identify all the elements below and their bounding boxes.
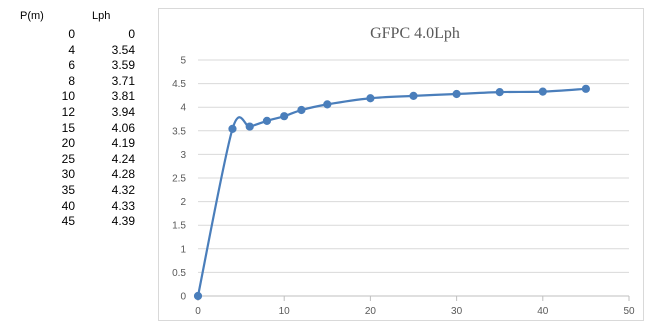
table-cell-pressure: 10	[61, 89, 75, 104]
data-table: P(m) Lph 0 0 4 3.54 6 3.59 8 3.71 10 3.81 12 3.94 15…	[0, 0, 150, 325]
header-pressure: P(m)	[20, 10, 44, 22]
x-tick-label: 20	[365, 306, 377, 317]
table-cell-pressure: 4	[68, 42, 75, 57]
header-flow: Lph	[92, 10, 111, 22]
table-cell-flow: 4.19	[111, 136, 135, 151]
table-cell-flow: 0	[128, 27, 135, 41]
x-tick-label: 40	[537, 306, 549, 317]
y-tick-label: 3	[180, 150, 186, 161]
table-cell-flow: 3.71	[111, 73, 135, 88]
table-cell-pressure: 15	[61, 120, 75, 135]
y-tick-label: 3.5	[172, 126, 186, 137]
x-tick-label: 0	[195, 306, 201, 317]
table-cell-pressure: 30	[61, 167, 75, 182]
y-tick-label: 0.5	[172, 268, 186, 279]
y-tick-label: 2	[180, 197, 186, 208]
chart-title: GFPC 4.0Lph	[370, 25, 460, 42]
table-cell-pressure: 45	[61, 214, 75, 229]
data-point	[581, 84, 591, 93]
table-cell-pressure: 20	[61, 136, 75, 151]
x-tick-label: 10	[279, 306, 291, 317]
table-cell-flow: 3.59	[111, 58, 135, 73]
table-cell-flow: 3.81	[111, 89, 135, 104]
table-cell-flow: 4.06	[111, 120, 135, 135]
table-cell-flow: 4.24	[111, 151, 135, 166]
data-point	[193, 291, 203, 301]
table-cell-flow: 4.32	[111, 183, 135, 197]
table-cell-flow: 3.94	[111, 105, 135, 119]
table-cell-flow: 4.33	[111, 198, 135, 213]
table-cell-pressure: 6	[68, 58, 75, 73]
table-cell-pressure: 8	[68, 73, 75, 88]
data-point	[538, 87, 547, 96]
data-point	[323, 100, 332, 109]
table-cell-pressure: 12	[61, 105, 75, 119]
table-cell-pressure: 40	[61, 198, 75, 213]
x-tick-label: 30	[451, 306, 463, 317]
series-line	[196, 87, 586, 297]
y-tick-label: 4.5	[172, 79, 186, 90]
y-tick-label: 0	[180, 292, 186, 303]
data-point	[452, 89, 461, 99]
table-cell-flow: 4.39	[111, 214, 135, 229]
table-cell-flow: 4.28	[111, 167, 135, 182]
y-tick-label: 5	[180, 56, 186, 67]
data-point	[366, 94, 375, 103]
data-point	[297, 105, 306, 115]
table-cell-pressure: 35	[61, 183, 75, 197]
data-point	[495, 87, 504, 97]
x-tick-label: 50	[623, 306, 635, 317]
data-point	[228, 124, 237, 134]
table-cell-flow: 3.54	[111, 42, 135, 57]
table-cell-pressure: 25	[61, 151, 75, 166]
y-tick-label: 4	[180, 103, 186, 114]
y-tick-label: 1	[180, 244, 186, 255]
y-tick-label: 1.5	[172, 221, 186, 232]
data-point	[280, 112, 289, 121]
y-tick-label: 2.5	[172, 174, 186, 185]
data-point	[245, 122, 254, 131]
table-cell-pressure: 0	[68, 27, 75, 41]
data-point	[262, 116, 272, 125]
chart-area	[158, 8, 644, 321]
data-point	[409, 91, 418, 100]
